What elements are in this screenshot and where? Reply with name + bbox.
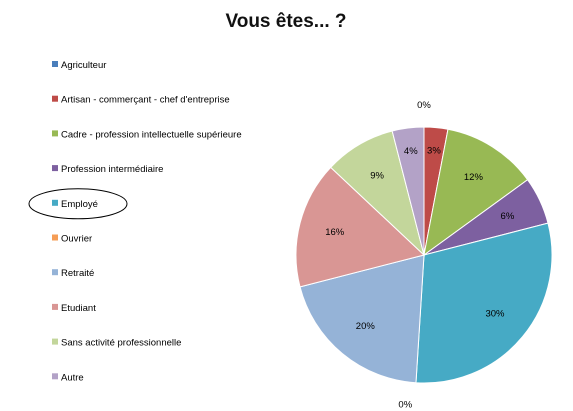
- pie-slices: [295, 126, 553, 384]
- highlight-ellipse: [28, 188, 128, 220]
- legend-swatch: [52, 234, 58, 241]
- data-label-artisan-commercant-chef-d-entreprise: 3%: [427, 146, 441, 157]
- data-label-autre: 4%: [404, 146, 418, 157]
- legend-swatch: [52, 130, 58, 137]
- legend-swatch: [52, 269, 58, 276]
- chart-title: Vous êtes... ?: [225, 11, 346, 32]
- legend-label: Ouvrier: [61, 234, 92, 245]
- legend-swatch: [52, 95, 58, 102]
- legend-item-ouvrier: Ouvrier: [52, 234, 92, 245]
- legend-label: Cadre - profession intellectuelle supéri…: [61, 129, 242, 140]
- data-label-cadre-profession-intellectuelle-superieure: 12%: [464, 172, 484, 183]
- legend-swatch: [52, 199, 58, 206]
- legend-item-sans-activite-professionnelle: Sans activité professionnelle: [52, 338, 181, 349]
- pie-slice-cadre-profession-intellectuelle-superieure: [423, 128, 529, 257]
- legend-item-artisan-commercant-chef-d-entreprise: Artisan - commerçant - chef d'entreprise: [52, 95, 230, 106]
- legend-item-etudiant: Etudiant: [52, 303, 96, 314]
- data-label-retraite: 20%: [356, 321, 376, 332]
- legend-item-employe: Employé: [28, 188, 128, 220]
- data-label-employe: 30%: [485, 309, 505, 320]
- data-label-ouvrier: 0%: [398, 400, 412, 411]
- pie-slice-employe: [415, 222, 553, 384]
- data-label-profession-intermediaire: 6%: [501, 211, 515, 222]
- slice-labels: 0% 3% 12% 6% 30% 0% 20% 16% 9% 4%: [325, 100, 515, 411]
- pie-slice-autre: [391, 126, 425, 256]
- legend-label: Retraité: [61, 268, 94, 279]
- pie-slice-retraite: [299, 254, 425, 384]
- legend-label: Sans activité professionnelle: [61, 338, 181, 349]
- legend-label: Autre: [61, 372, 84, 383]
- legend-label: Employé: [61, 199, 98, 210]
- legend-item-cadre-profession-intellectuelle-superieure: Cadre - profession intellectuelle supéri…: [52, 129, 242, 140]
- data-label-etudiant: 16%: [325, 227, 345, 238]
- legend-label: Artisan - commerçant - chef d'entreprise: [61, 95, 230, 106]
- legend-swatch: [52, 303, 58, 310]
- legend-label: Etudiant: [61, 303, 96, 314]
- legend-swatch: [52, 165, 58, 172]
- legend-item-profession-intermediaire: Profession intermédiaire: [52, 164, 163, 175]
- legend: Agriculteur Artisan - commerçant - chef d…: [28, 60, 242, 383]
- legend-label: Agriculteur: [61, 60, 106, 71]
- legend-swatch: [52, 338, 58, 345]
- legend-swatch: [52, 373, 58, 380]
- data-label-sans-activite-professionnelle: 9%: [370, 171, 384, 182]
- legend-item-retraite: Retraité: [52, 268, 94, 279]
- legend-item-autre: Autre: [52, 372, 84, 383]
- legend-swatch: [52, 61, 58, 67]
- legend-label: Profession intermédiaire: [61, 164, 163, 175]
- pie-slice-etudiant: [295, 166, 426, 288]
- data-label-agriculteur: 0%: [417, 100, 431, 111]
- legend-item-agriculteur: Agriculteur: [52, 60, 106, 71]
